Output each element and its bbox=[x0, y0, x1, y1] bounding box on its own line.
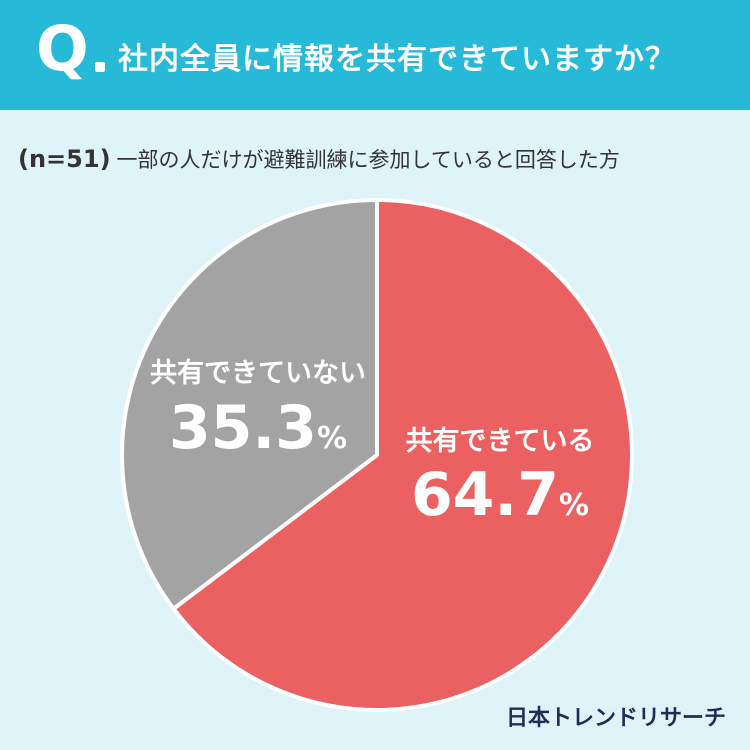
subtitle-text: 一部の人だけが避難訓練に参加していると回答した方 bbox=[116, 148, 620, 172]
slice-value-label: 64.7% bbox=[411, 460, 589, 530]
slice-value-label: 35.3% bbox=[169, 393, 347, 463]
brand-logo: 日本トレンドリサーチ bbox=[505, 706, 726, 731]
question-text: 社内全員に情報を共有できていますか？ bbox=[118, 42, 676, 77]
sample-size: (n=51) bbox=[18, 145, 111, 173]
question-header: Q 社内全員に情報を共有できていますか？ bbox=[0, 0, 750, 110]
q-mark: Q bbox=[36, 12, 89, 85]
chart-subtitle: (n=51) 一部の人だけが避難訓練に参加していると回答した方 bbox=[18, 144, 620, 174]
q-dot bbox=[95, 62, 105, 72]
pie-slice bbox=[171, 198, 634, 712]
pie-slice bbox=[120, 198, 379, 611]
slice-label: 共有できている bbox=[406, 426, 595, 457]
slice-label: 共有できていない bbox=[150, 358, 366, 389]
